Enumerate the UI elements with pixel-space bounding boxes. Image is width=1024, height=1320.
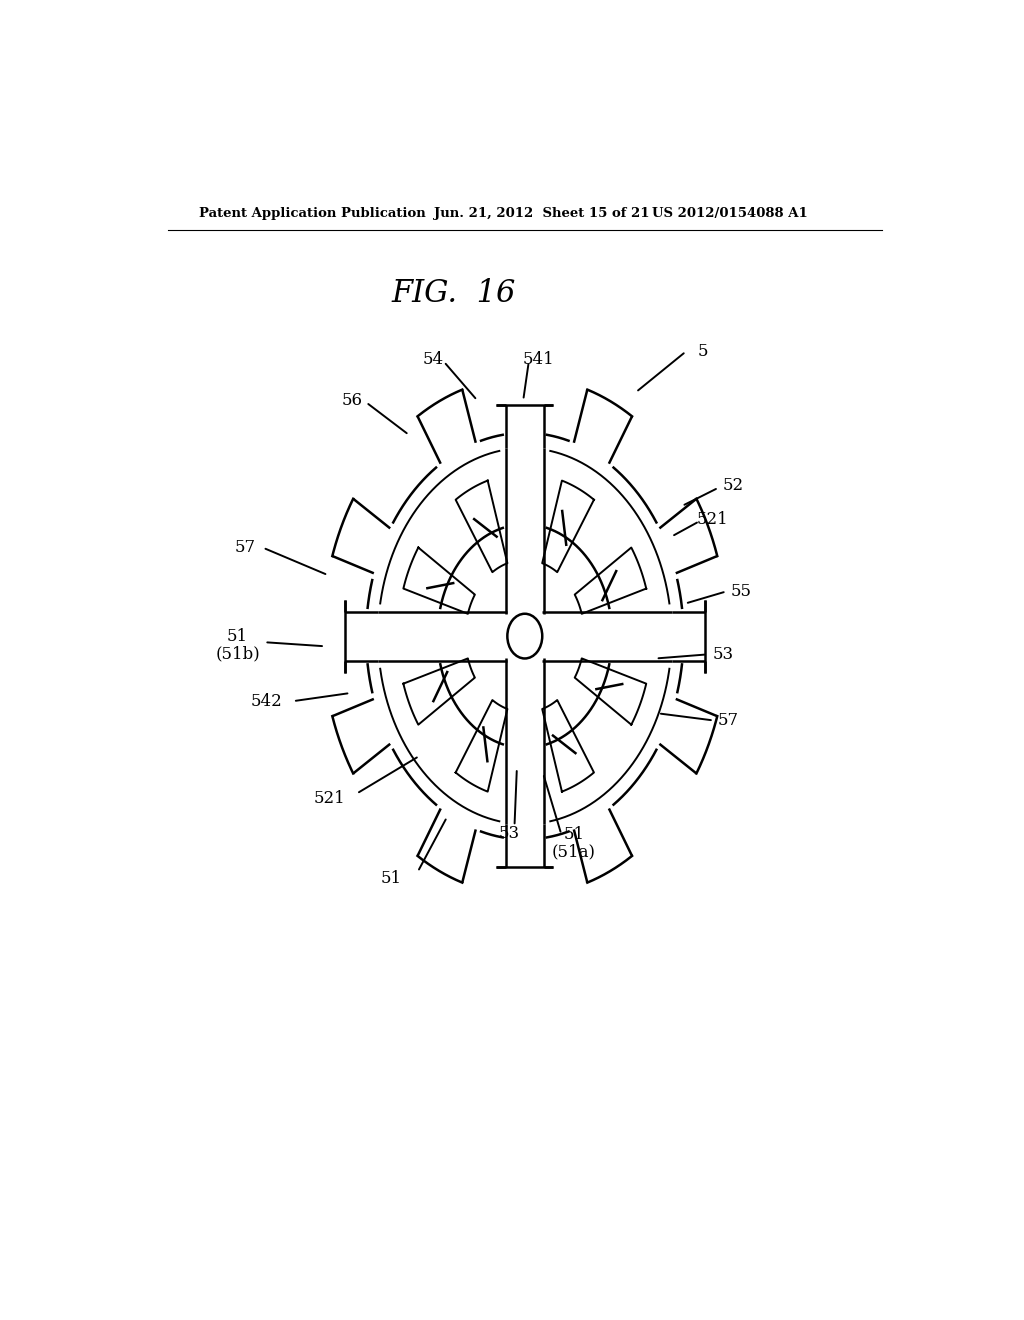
Text: Jun. 21, 2012  Sheet 15 of 21: Jun. 21, 2012 Sheet 15 of 21 xyxy=(433,207,649,220)
Text: 55: 55 xyxy=(731,583,752,599)
Text: US 2012/0154088 A1: US 2012/0154088 A1 xyxy=(652,207,808,220)
Text: Patent Application Publication: Patent Application Publication xyxy=(200,207,426,220)
Text: (51b): (51b) xyxy=(215,645,260,661)
Text: 54: 54 xyxy=(423,351,444,368)
Text: 521: 521 xyxy=(697,511,729,528)
Text: (51a): (51a) xyxy=(552,843,596,861)
Text: 542: 542 xyxy=(251,693,283,710)
Text: 57: 57 xyxy=(718,711,738,729)
Text: 53: 53 xyxy=(499,825,519,842)
Text: 52: 52 xyxy=(722,478,743,494)
Text: 51: 51 xyxy=(381,870,402,887)
Text: 56: 56 xyxy=(342,392,364,409)
Text: 5: 5 xyxy=(698,343,709,360)
Text: 57: 57 xyxy=(234,539,256,556)
Text: 521: 521 xyxy=(313,791,345,808)
Text: FIG.  16: FIG. 16 xyxy=(391,279,515,309)
Text: 53: 53 xyxy=(713,645,734,663)
Text: 51: 51 xyxy=(227,627,248,644)
Text: 51: 51 xyxy=(563,826,585,842)
Text: 541: 541 xyxy=(522,351,554,368)
